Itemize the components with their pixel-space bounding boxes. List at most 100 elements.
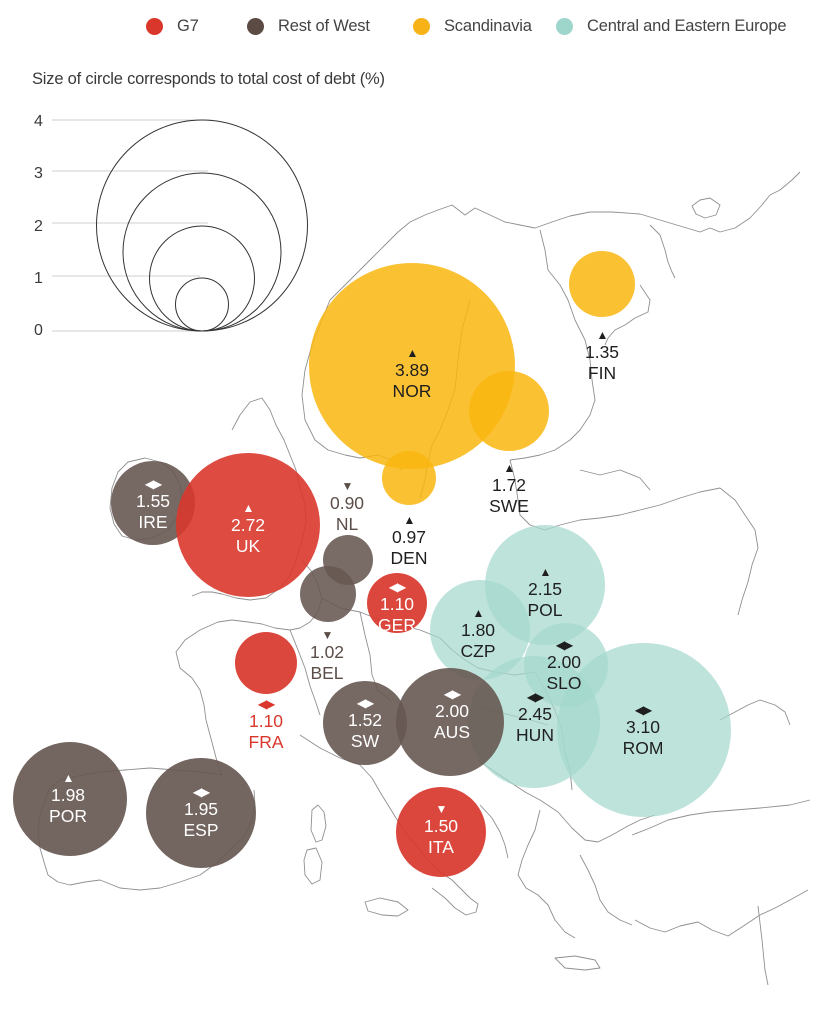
value: 2.15 <box>527 579 563 599</box>
bubble-den[interactable] <box>382 451 436 505</box>
trend-up-icon: ▲ <box>62 771 75 785</box>
value: 1.52 <box>347 710 383 730</box>
value: 2.72 <box>230 515 266 535</box>
value: 1.10 <box>379 594 415 614</box>
country-code: HUN <box>516 725 554 745</box>
legend-item-cee: Central and Eastern Europe <box>556 12 787 40</box>
label-por: ▲ 1.98 POR <box>49 771 87 827</box>
bubble-fra[interactable] <box>235 632 297 694</box>
label-nl: ▼ 0.90 NL <box>330 479 364 535</box>
scale-tick-1: 1 <box>34 270 43 287</box>
label-hun: ◀▶ 2.45 HUN <box>516 690 554 746</box>
country-code: IRE <box>138 512 168 532</box>
trend-down-icon: ▼ <box>341 479 354 493</box>
trend-up-icon: ▲ <box>403 513 416 527</box>
label-den: ▲ 0.97 DEN <box>391 513 428 569</box>
country-code: UK <box>235 536 261 556</box>
bubble-uk[interactable] <box>176 453 320 597</box>
bubble-slo[interactable] <box>524 623 608 707</box>
country-code: CZP <box>460 641 496 661</box>
value: 1.98 <box>50 785 86 805</box>
value: 1.80 <box>460 620 496 640</box>
country-code: FRA <box>248 732 284 752</box>
bubble-por[interactable] <box>13 742 127 856</box>
bubble-ita[interactable] <box>396 787 486 877</box>
label-esp: ◀▶ 1.95 ESP <box>183 785 218 841</box>
size-legend <box>52 119 308 332</box>
trend-flat-icon: ◀▶ <box>257 697 275 711</box>
legend-item-scandinavia: Scandinavia <box>413 12 532 40</box>
bubbles <box>13 251 731 877</box>
value: 3.10 <box>625 717 661 737</box>
value: 1.02 <box>309 642 345 662</box>
bubble-ger[interactable] <box>367 573 427 633</box>
country-code: ESP <box>183 820 219 840</box>
bubble-swe[interactable] <box>469 371 549 451</box>
scandinavia-dot-icon <box>413 17 430 35</box>
scale-tick-4: 4 <box>34 113 43 130</box>
trend-flat-icon: ◀▶ <box>356 696 374 710</box>
value: 1.35 <box>584 342 620 362</box>
country-code: NL <box>335 514 359 534</box>
label-sw: ◀▶ 1.52 SW <box>348 696 382 752</box>
country-code: POL <box>527 600 563 620</box>
trend-up-icon: ▲ <box>242 501 255 515</box>
trend-up-icon: ▲ <box>406 346 419 360</box>
trend-flat-icon: ◀▶ <box>634 703 652 717</box>
bubble-esp[interactable] <box>146 758 256 868</box>
trend-flat-icon: ◀▶ <box>192 785 210 799</box>
label-rom: ◀▶ 3.10 ROM <box>623 703 664 759</box>
legend-label: Rest of West <box>278 16 370 35</box>
trend-up-icon: ▲ <box>596 328 609 342</box>
trend-up-icon: ▲ <box>503 461 516 475</box>
bubble-sw[interactable] <box>323 681 407 765</box>
legend-item-rest-of-west: Rest of West <box>247 12 370 40</box>
scale-tick-0: 0 <box>34 322 43 339</box>
label-uk: ▲ 2.72 UK <box>231 501 265 557</box>
country-code: ROM <box>622 738 664 758</box>
trend-up-icon: ▲ <box>472 606 485 620</box>
bubble-aus[interactable] <box>396 668 504 776</box>
value: 0.90 <box>329 493 365 513</box>
value: 1.50 <box>423 816 459 836</box>
legend-item-g7: G7 <box>146 12 199 40</box>
scale-title: Size of circle corresponds to total cost… <box>32 70 385 88</box>
value: 2.00 <box>546 652 582 672</box>
bubble-bel[interactable] <box>300 566 356 622</box>
value: 1.10 <box>248 711 284 731</box>
rest-of-west-dot-icon <box>247 17 264 35</box>
bubble-fin[interactable] <box>569 251 635 317</box>
country-code: SWE <box>489 496 529 516</box>
scale-tick-2: 2 <box>34 218 43 235</box>
legend-label: Central and Eastern Europe <box>587 16 787 35</box>
bubble-nor[interactable] <box>309 263 515 469</box>
value: 2.00 <box>434 701 470 721</box>
label-czp: ▲ 1.80 CZP <box>461 606 496 662</box>
label-swe: ▲ 1.72 SWE <box>489 461 529 517</box>
country-code: POR <box>49 806 87 826</box>
legend-label: Scandinavia <box>444 16 532 35</box>
trend-flat-icon: ◀▶ <box>388 580 406 594</box>
value: 1.55 <box>135 491 171 511</box>
label-aus: ◀▶ 2.00 AUS <box>434 687 470 743</box>
cee-dot-icon <box>556 17 573 35</box>
label-bel: ▼ 1.02 BEL <box>310 628 344 684</box>
country-code: GER <box>378 615 416 635</box>
label-fra: ◀▶ 1.10 FRA <box>249 697 284 753</box>
trend-up-icon: ▲ <box>539 565 552 579</box>
value: 0.97 <box>391 527 427 547</box>
trend-down-icon: ▼ <box>435 802 448 816</box>
label-ita: ▼ 1.50 ITA <box>424 802 458 858</box>
country-code: BEL <box>310 663 344 683</box>
country-code: DEN <box>390 548 428 568</box>
value: 1.72 <box>491 475 527 495</box>
bubble-czp[interactable] <box>430 580 530 680</box>
country-code: AUS <box>434 722 470 742</box>
trend-flat-icon: ◀▶ <box>526 690 544 704</box>
value: 2.45 <box>517 704 553 724</box>
trend-flat-icon: ◀▶ <box>144 477 162 491</box>
bubble-ire[interactable] <box>111 461 195 545</box>
trend-flat-icon: ◀▶ <box>443 687 461 701</box>
label-ger: ◀▶ 1.10 GER <box>378 580 416 636</box>
